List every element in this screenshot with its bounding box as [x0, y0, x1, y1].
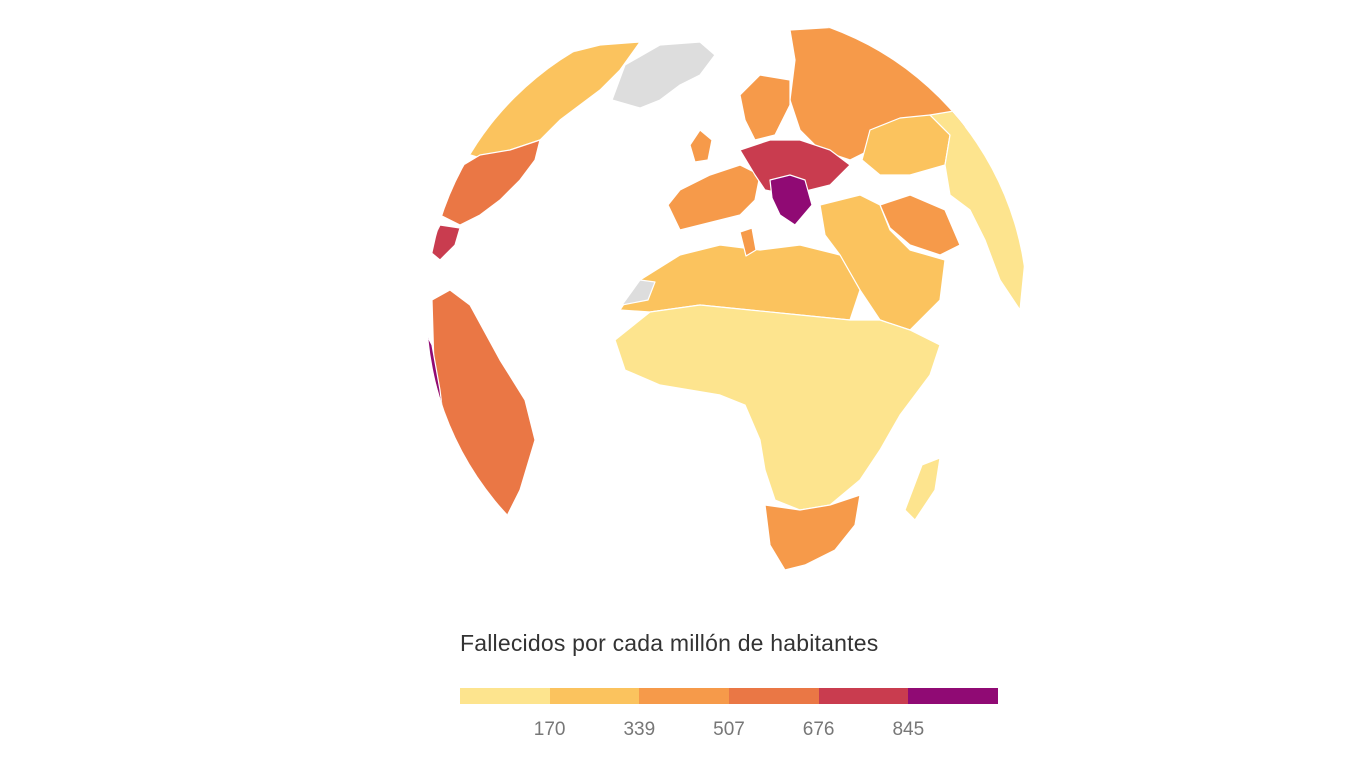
- legend-tick: [818, 704, 820, 712]
- legend-swatch: [908, 688, 999, 704]
- region-subsaharan-africa[interactable]: [614, 304, 941, 511]
- region-scandinavia[interactable]: [739, 74, 791, 141]
- legend-tick: [549, 704, 551, 712]
- region-western-sahara[interactable]: [621, 279, 656, 306]
- legend-swatch: [549, 688, 640, 704]
- region-central-europe[interactable]: [739, 139, 851, 196]
- legend-swatch: [729, 688, 819, 704]
- legend-threshold-label: 507: [713, 719, 745, 740]
- legend-threshold-label: 676: [802, 719, 835, 740]
- region-uk[interactable]: [689, 129, 713, 163]
- legend-threshold-label: 845: [892, 719, 925, 740]
- region-balkans[interactable]: [769, 174, 813, 226]
- legend-threshold-label: 170: [533, 719, 566, 740]
- region-madagascar[interactable]: [904, 457, 941, 521]
- legend-tick: [729, 704, 730, 712]
- region-brazil[interactable]: [431, 289, 536, 521]
- globe-map: [427, 24, 1026, 571]
- region-iran[interactable]: [879, 194, 961, 256]
- legend-swatch: [639, 688, 730, 704]
- legend-color-scale: [460, 688, 999, 704]
- legend-tick: [908, 704, 910, 712]
- legend-threshold-label: 339: [623, 719, 656, 740]
- region-south-africa[interactable]: [764, 494, 861, 571]
- region-mexico[interactable]: [427, 224, 461, 261]
- legend-swatch: [460, 688, 550, 704]
- legend-swatch: [818, 688, 909, 704]
- region-tunisia[interactable]: [739, 227, 757, 257]
- region-greenland[interactable]: [611, 41, 716, 109]
- region-usa[interactable]: [439, 139, 541, 226]
- region-western-europe[interactable]: [667, 164, 761, 231]
- legend-tick: [639, 704, 641, 712]
- legend-title: Fallecidos por cada millón de habitantes: [460, 630, 879, 656]
